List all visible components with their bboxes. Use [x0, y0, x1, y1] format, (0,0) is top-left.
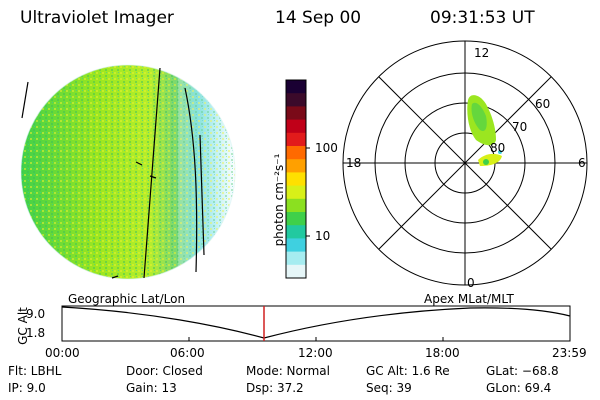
- mlt-label-6: 6: [578, 156, 586, 170]
- timeline-xtick-0000: 00:00: [45, 346, 80, 360]
- colorbar-segment: [286, 212, 306, 226]
- geographic-grid-lines: [21, 67, 205, 279]
- colorbar-segment: [286, 172, 306, 187]
- mlt-label-0: 0: [467, 276, 475, 290]
- colorbar-segment: [286, 106, 306, 121]
- info-ip: IP: 9.0: [8, 381, 46, 395]
- colorbar-segment: [286, 225, 306, 239]
- colorbar-segment: [286, 198, 306, 213]
- colorbar-tick-100: 100: [315, 141, 338, 155]
- colorbar-tick-10: 10: [315, 229, 331, 243]
- info-dsp: Dsp: 37.2: [246, 381, 304, 395]
- mlat-label-60: 60: [535, 97, 551, 111]
- colorbar-segment: [286, 146, 306, 160]
- timeline-xtick-1200: 12:00: [298, 346, 333, 360]
- info-mode: Mode: Normal: [246, 364, 330, 378]
- gc-alt-curve: [61, 306, 571, 339]
- colorbar-segment: [286, 132, 306, 147]
- timeline-xtick-1800: 18:00: [425, 346, 460, 360]
- apex-panel-label: Apex MLat/MLT: [424, 292, 514, 306]
- colorbar-segment: [286, 185, 306, 200]
- info-gc-alt: GC Alt: 1.6 Re: [366, 364, 450, 378]
- mlat-label-80: 80: [490, 141, 506, 155]
- timeline-xtick-2359: 23:59: [552, 346, 587, 360]
- time-label: 09:31:53 UT: [430, 8, 535, 28]
- colorbar-segment: [286, 251, 306, 266]
- colorbar: [285, 79, 310, 279]
- colorbar-segment: [286, 93, 306, 107]
- date-label: 14 Sep 00: [275, 8, 362, 28]
- mlt-label-12: 12: [474, 46, 490, 60]
- colorbar-segment: [286, 264, 306, 279]
- timeline-xtick-0600: 06:00: [170, 346, 205, 360]
- colorbar-segment: [286, 119, 306, 134]
- colorbar-segment: [286, 159, 306, 173]
- polar-plot: [342, 40, 588, 286]
- timeline-ytick-high: 9.0: [26, 307, 46, 321]
- info-seq: Seq: 39: [366, 381, 412, 395]
- geographic-panel-label: Geographic Lat/Lon: [68, 292, 186, 306]
- info-filter: Flt: LBHL: [8, 364, 62, 378]
- mlt-label-18: 18: [346, 156, 362, 170]
- colorbar-segment: [286, 80, 306, 94]
- info-glon: GLon: 69.4: [486, 381, 552, 395]
- colorbar-unit-label: photon cm⁻²s⁻¹: [272, 153, 286, 247]
- auroral-emission-region: [467, 95, 502, 166]
- info-door: Door: Closed: [126, 364, 203, 378]
- mlat-label-70: 70: [512, 120, 528, 134]
- colorbar-frame: [285, 79, 307, 279]
- info-glat: GLat: −68.8: [486, 364, 559, 378]
- colorbar-segment: [286, 238, 306, 253]
- info-gain: Gain: 13: [126, 381, 177, 395]
- gc-alt-timeline: [61, 305, 571, 342]
- earth-disk-image: [20, 64, 236, 280]
- app-title: Ultraviolet Imager: [20, 8, 174, 28]
- timeline-ytick-low: 1.8: [26, 326, 46, 340]
